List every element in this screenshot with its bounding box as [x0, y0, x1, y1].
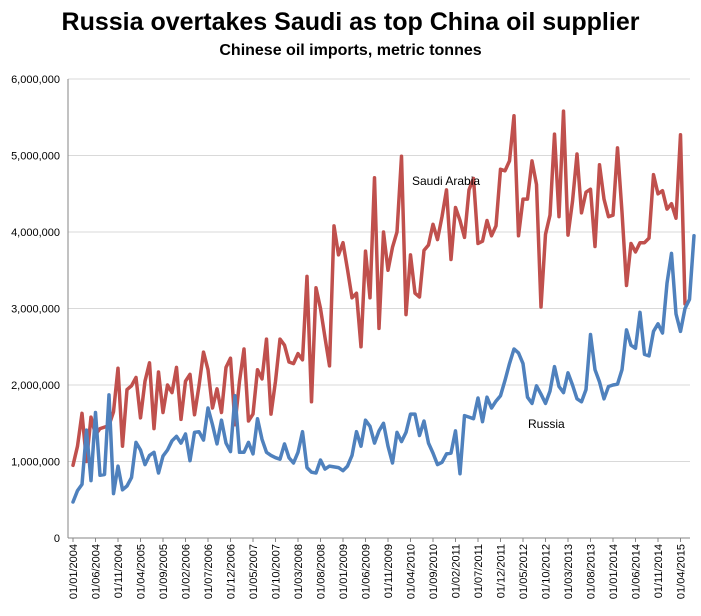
x-tick-label: 01/02/2006: [181, 544, 193, 599]
x-tick-label: 01/07/2011: [473, 544, 485, 598]
x-tick-label: 01/08/2008: [316, 544, 328, 599]
x-tick-label: 01/11/2004: [113, 544, 125, 598]
x-tick-label: 01/01/2009: [338, 544, 350, 599]
x-tick-label: 01/12/2006: [226, 544, 238, 599]
x-tick-label: 01/10/2012: [541, 544, 553, 599]
x-tick-label: 01/09/2010: [428, 544, 440, 599]
x-tick-label: 01/12/2011: [496, 544, 508, 598]
x-tick-label: 01/05/2007: [248, 544, 260, 599]
y-tick-label: 6,000,000: [11, 74, 60, 86]
series-line-russia: [71, 234, 696, 504]
y-tick-label: 0: [54, 533, 60, 545]
series-label-russia: Russia: [528, 417, 565, 431]
x-tick-label: 01/04/2015: [676, 544, 688, 599]
x-tick-label: 01/03/2013: [563, 544, 575, 599]
series-line-saudi-arabia: [71, 109, 687, 468]
x-tick-label: 01/08/2013: [586, 544, 598, 599]
x-tick-label: 01/05/2012: [518, 544, 530, 599]
chart-subtitle: Chinese oil imports, metric tonnes: [219, 42, 482, 59]
x-tick-label: 01/06/2004: [91, 544, 103, 599]
x-tick-label: 01/04/2010: [406, 544, 418, 599]
x-tick-label: 01/10/2007: [271, 544, 283, 599]
x-tick-label: 01/01/2004: [68, 544, 80, 599]
y-tick-label: 2,000,000: [11, 380, 60, 392]
x-tick-label: 01/07/2006: [203, 544, 215, 599]
x-tick-label: 01/04/2005: [136, 544, 148, 599]
y-tick-label: 1,000,000: [11, 457, 60, 469]
x-tick-label: 01/09/2005: [158, 544, 170, 599]
series-label-saudi-arabia: Saudi Arabia: [412, 174, 480, 188]
x-tick-label: 01/06/2009: [361, 544, 373, 599]
x-tick-label: 01/06/2014: [631, 544, 643, 599]
chart-title: Russia overtakes Saudi as top China oil …: [61, 8, 640, 36]
x-tick-label: 01/01/2014: [608, 544, 620, 599]
y-tick-label: 3,000,000: [11, 304, 60, 316]
x-tick-label: 01/11/2009: [383, 544, 395, 598]
x-tick-label: 01/02/2011: [451, 544, 463, 598]
x-tick-label: 01/11/2014: [653, 544, 665, 598]
x-tick-label: 01/03/2008: [293, 544, 305, 599]
y-tick-label: 4,000,000: [11, 227, 60, 239]
y-tick-label: 5,000,000: [11, 151, 60, 163]
